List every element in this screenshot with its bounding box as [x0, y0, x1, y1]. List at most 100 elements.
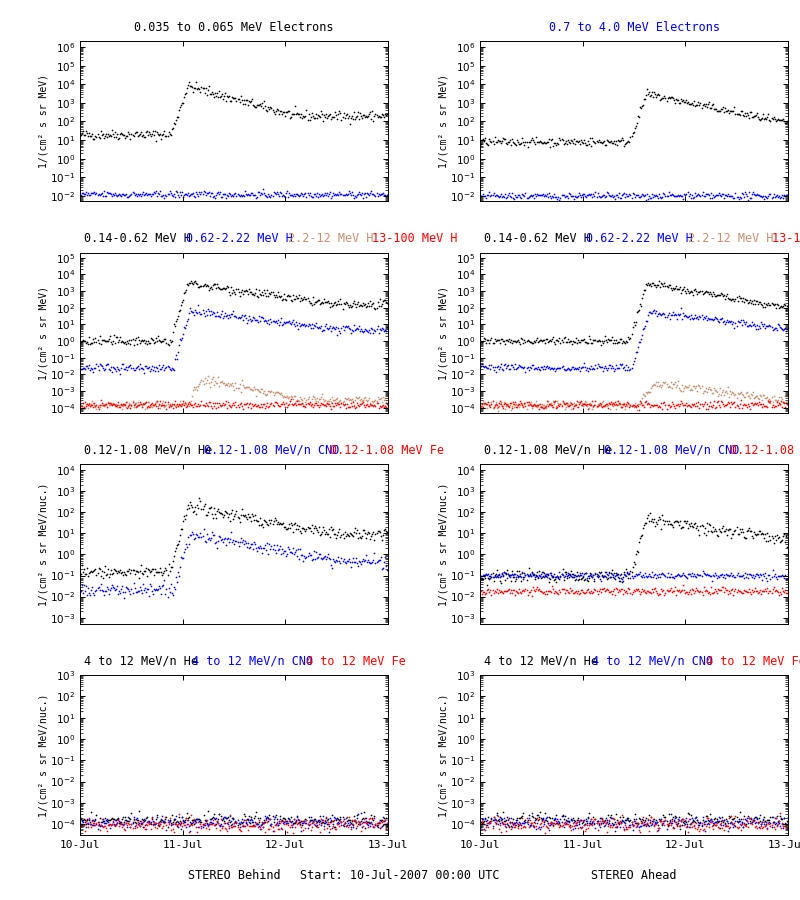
Point: [347, 398, 360, 412]
Point: [774, 819, 786, 833]
Point: [502, 397, 514, 411]
Point: [648, 85, 661, 99]
Point: [623, 331, 636, 346]
Point: [552, 137, 565, 151]
Point: [494, 574, 506, 589]
Point: [180, 811, 193, 825]
Point: [677, 93, 690, 107]
Point: [102, 814, 114, 828]
Point: [540, 811, 553, 825]
Point: [764, 819, 777, 833]
Point: [306, 814, 319, 829]
Point: [562, 566, 575, 580]
Point: [778, 188, 790, 202]
Point: [98, 814, 110, 828]
Point: [760, 399, 773, 413]
Point: [168, 544, 181, 558]
Point: [599, 138, 612, 152]
Point: [298, 290, 311, 304]
Point: [331, 328, 344, 342]
Point: [693, 824, 706, 838]
Point: [620, 136, 633, 150]
Point: [365, 815, 378, 830]
Point: [714, 814, 727, 828]
Point: [145, 362, 158, 376]
Point: [528, 361, 541, 375]
Point: [308, 818, 321, 832]
Point: [239, 284, 252, 298]
Point: [518, 566, 531, 580]
Point: [736, 313, 749, 328]
Point: [743, 319, 756, 333]
Point: [481, 813, 494, 827]
Point: [652, 588, 665, 602]
Point: [682, 812, 695, 826]
Point: [162, 400, 175, 414]
Point: [498, 817, 510, 832]
Point: [502, 399, 515, 413]
Point: [657, 816, 670, 831]
Point: [78, 187, 90, 202]
Point: [324, 319, 337, 333]
Point: [328, 399, 341, 413]
Point: [373, 188, 386, 202]
Point: [558, 564, 571, 579]
Point: [263, 808, 276, 823]
Point: [618, 186, 630, 201]
Point: [710, 814, 723, 828]
Point: [130, 399, 143, 413]
Point: [256, 546, 269, 561]
Point: [533, 135, 546, 149]
Point: [608, 582, 621, 597]
Point: [488, 812, 501, 826]
Point: [612, 393, 625, 408]
Point: [753, 811, 766, 825]
Point: [623, 363, 636, 377]
Point: [252, 816, 265, 831]
Point: [327, 399, 340, 413]
Point: [344, 188, 357, 202]
Point: [603, 570, 616, 584]
Point: [346, 323, 358, 338]
Point: [634, 818, 646, 832]
Point: [320, 814, 333, 829]
Point: [759, 320, 772, 335]
Point: [245, 514, 258, 528]
Point: [132, 804, 145, 818]
Point: [659, 278, 672, 293]
Point: [328, 810, 341, 824]
Point: [570, 398, 582, 412]
Point: [98, 189, 111, 203]
Point: [275, 318, 288, 332]
Point: [142, 334, 154, 348]
Point: [198, 497, 211, 511]
Point: [182, 816, 194, 831]
Point: [646, 189, 659, 203]
Point: [250, 805, 262, 819]
Point: [583, 137, 596, 151]
Point: [527, 814, 540, 829]
Point: [710, 188, 722, 202]
Point: [230, 381, 243, 395]
Point: [594, 585, 607, 599]
Point: [592, 333, 605, 347]
Point: [279, 105, 292, 120]
Point: [657, 305, 670, 320]
Point: [586, 570, 598, 584]
Point: [187, 305, 200, 320]
Point: [290, 814, 302, 828]
Point: [518, 584, 531, 598]
Point: [620, 358, 633, 373]
Point: [542, 567, 554, 581]
Point: [351, 105, 364, 120]
Point: [619, 584, 632, 598]
Point: [198, 816, 211, 831]
Point: [670, 814, 682, 829]
Point: [645, 399, 658, 413]
Point: [753, 584, 766, 598]
Point: [594, 360, 607, 374]
Point: [502, 400, 515, 414]
Point: [695, 188, 708, 202]
Point: [654, 814, 666, 828]
Point: [217, 281, 230, 295]
